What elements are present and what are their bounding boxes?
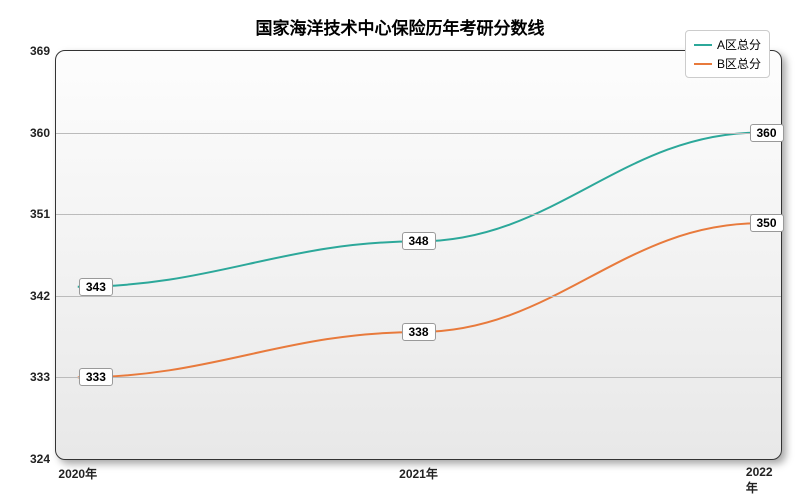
legend-label-b: B区总分 [717,55,761,72]
data-label: 333 [79,368,113,386]
y-tick-label: 360 [30,126,50,140]
legend-label-a: A区总分 [717,36,761,53]
x-tick-label: 2020年 [58,465,97,482]
data-label: 338 [401,323,435,341]
y-gridline [56,377,781,378]
y-tick-label: 342 [30,289,50,303]
y-tick-label: 324 [30,452,50,466]
legend-item-b: B区总分 [694,54,761,73]
data-label: 348 [401,232,435,250]
y-gridline [56,133,781,134]
data-label: 343 [79,278,113,296]
y-tick-label: 333 [30,370,50,384]
x-tick-label: 2022年 [746,465,773,496]
data-label: 360 [749,124,783,142]
y-tick-label: 351 [30,207,50,221]
series-a-line [78,133,760,287]
y-gridline [56,214,781,215]
chart-title: 国家海洋技术中心保险历年考研分数线 [0,14,800,39]
legend: A区总分 B区总分 [685,30,770,78]
x-tick-label: 2021年 [399,465,438,482]
data-label: 350 [749,214,783,232]
legend-swatch-a [694,44,712,46]
chart-svg [56,51,781,459]
chart-container: 国家海洋技术中心保险历年考研分数线 A区总分 B区总分 324 333 342 351… [0,0,800,500]
y-tick-label: 369 [30,44,50,58]
y-gridline [56,296,781,297]
legend-item-a: A区总分 [694,35,761,54]
chart-panel: 3243333423513603692020年2021年2022年3433483… [55,50,782,460]
legend-swatch-b [694,63,712,65]
